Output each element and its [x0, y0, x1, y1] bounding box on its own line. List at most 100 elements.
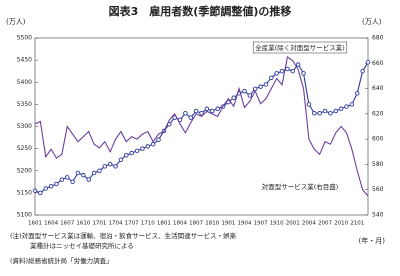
point: [215, 106, 220, 112]
point: [59, 177, 65, 182]
point: [355, 91, 360, 96]
point: [269, 75, 274, 81]
point: [274, 71, 279, 76]
point: [102, 164, 108, 169]
y-axis-label: (万人): [6, 18, 26, 26]
point: [124, 153, 129, 158]
point: [145, 144, 151, 149]
point: [333, 108, 339, 114]
point: [242, 88, 247, 94]
series-line: [34, 56, 369, 197]
x-tick-label: 1804: [173, 221, 187, 227]
x-tick-label: 1807: [189, 221, 203, 227]
point: [183, 110, 188, 116]
point: [193, 108, 199, 114]
point: [317, 110, 322, 116]
point: [279, 68, 285, 74]
x-tick-label: 1710: [141, 221, 155, 227]
point: [301, 71, 306, 76]
note: (注)対面型サービス業は運輸、宿泊・飲食サービス、生活関連サービス・娯楽: [10, 231, 237, 240]
point: [338, 106, 344, 112]
x-axis-label: (年・月): [359, 236, 386, 245]
y2-axis-label: (万人): [362, 18, 382, 26]
x-tick-label: 2007: [318, 221, 332, 227]
point: [70, 179, 75, 185]
point: [285, 66, 290, 72]
y2-tick-label: 640: [372, 85, 384, 92]
y2-tick-label: 580: [372, 161, 384, 168]
point: [134, 148, 140, 154]
y2-tick-label: 540: [372, 212, 384, 219]
x-tick-label: 1610: [76, 221, 90, 227]
legend-label: 全産業(除く対面型サービス業): [255, 43, 345, 52]
point: [107, 161, 113, 167]
x-tick-label: 1901: [221, 221, 235, 227]
y-tick-label: 5500: [17, 35, 32, 42]
point: [91, 170, 97, 176]
y-tick-label: 5250: [17, 145, 32, 152]
y2-tick-label: 600: [372, 136, 384, 143]
x-tick-label: 1604: [44, 221, 58, 227]
point: [349, 102, 355, 107]
note: 業種計はニッセイ基礎研究所による: [30, 241, 134, 250]
x-tick-label: 1907: [254, 221, 268, 227]
note: (資料)総務省統計局「労働力調査」: [10, 256, 113, 265]
point: [247, 93, 253, 98]
x-tick-label: 1904: [237, 221, 251, 227]
point: [48, 183, 54, 189]
x-tick-label: 2101: [350, 221, 364, 227]
point: [188, 115, 194, 120]
point: [295, 62, 301, 67]
x-tick-label: 1910: [270, 221, 284, 227]
x-tick-label: 2010: [334, 221, 348, 227]
point: [129, 150, 134, 156]
point: [32, 188, 38, 193]
point: [64, 175, 70, 180]
point: [97, 168, 102, 173]
point: [258, 84, 263, 89]
point: [140, 146, 145, 151]
point: [156, 137, 161, 143]
x-tick-label: 1707: [125, 221, 139, 227]
x-tick-label: 1607: [60, 221, 74, 227]
point: [86, 177, 91, 182]
point: [199, 110, 204, 116]
point: [81, 172, 86, 178]
y2-tick-label: 680: [372, 35, 384, 42]
x-tick-label: 2001: [286, 221, 300, 227]
x-tick-label: 1704: [109, 221, 123, 227]
point: [75, 170, 81, 176]
legend-label: 対面型サービス業(右目盛): [262, 182, 339, 191]
point: [204, 106, 210, 112]
point: [54, 181, 59, 187]
point: [360, 68, 365, 74]
x-tick-label: 1601: [28, 221, 42, 227]
x-tick-label: 1810: [205, 221, 219, 227]
chart-title: 図表3 雇用者数(季節調整値)の推移: [109, 4, 292, 18]
point: [312, 110, 317, 116]
point: [43, 186, 48, 191]
legend-box: [252, 41, 348, 54]
series-line: [34, 62, 369, 194]
y2-tick-label: 620: [372, 110, 384, 117]
point: [263, 82, 269, 87]
y-tick-label: 5200: [17, 167, 32, 174]
point: [365, 60, 371, 65]
point: [150, 141, 156, 147]
y-tick-label: 5450: [17, 57, 32, 64]
x-tick-label: 1801: [157, 221, 171, 227]
x-tick-label: 1701: [92, 221, 106, 227]
x-tick-label: 2004: [302, 221, 316, 227]
point: [306, 102, 312, 107]
y-tick-label: 5150: [17, 189, 32, 196]
point: [118, 157, 124, 162]
y2-tick-label: 660: [372, 60, 384, 67]
point: [38, 190, 43, 196]
y-tick-label: 5350: [17, 101, 32, 108]
point: [113, 164, 118, 169]
point: [322, 108, 328, 114]
y-tick-label: 5300: [17, 123, 32, 130]
point: [231, 95, 236, 100]
y-tick-label: 5400: [17, 79, 32, 86]
